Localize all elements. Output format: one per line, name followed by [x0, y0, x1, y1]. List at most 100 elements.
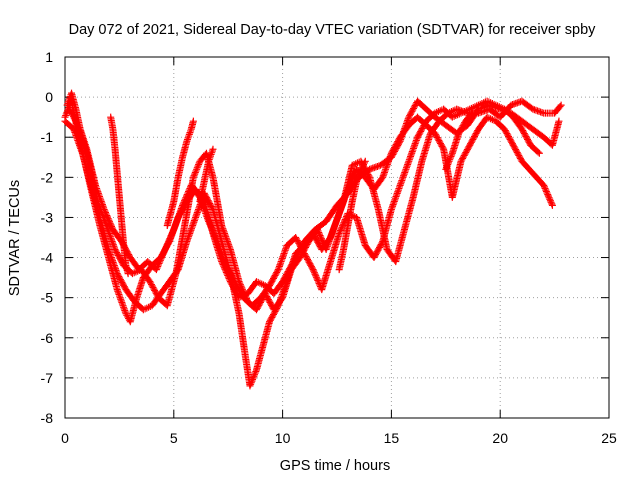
data-marker: [209, 227, 217, 235]
data-marker: [360, 159, 368, 167]
data-marker: [156, 258, 164, 266]
data-marker: [248, 377, 256, 385]
data-marker: [318, 236, 326, 244]
data-point: [455, 129, 463, 137]
data-point: [540, 181, 548, 189]
x-tick-label: 25: [601, 430, 617, 446]
data-marker: [207, 222, 215, 230]
data-point: [246, 382, 254, 390]
data-point: [63, 101, 71, 109]
data-marker: [350, 171, 358, 179]
data-marker: [314, 276, 322, 284]
data-marker: [181, 197, 189, 205]
data-marker: [252, 367, 260, 375]
data-point: [209, 145, 217, 153]
data-marker: [169, 227, 177, 235]
data-marker: [336, 228, 344, 236]
data-point: [309, 266, 317, 274]
data-marker: [160, 247, 168, 255]
x-tick-label: 5: [170, 430, 178, 446]
data-marker: [378, 175, 386, 183]
data-marker: [317, 233, 325, 241]
data-marker: [165, 236, 173, 244]
data-marker: [458, 123, 466, 131]
data-marker: [337, 225, 345, 233]
y-tick-label: -6: [41, 330, 54, 346]
data-marker: [547, 198, 555, 206]
x-tick-label: 10: [275, 430, 291, 446]
data-marker: [166, 235, 174, 243]
y-axis-label: SDTVAR / TECUs: [7, 180, 23, 296]
data-point: [189, 173, 197, 181]
data-marker: [162, 242, 170, 250]
data-marker: [166, 233, 174, 241]
y-tick-label: -8: [41, 410, 54, 426]
data-point: [468, 109, 476, 117]
x-tick-label: 20: [492, 430, 508, 446]
data-marker: [467, 110, 475, 118]
y-tick-label: -5: [41, 290, 54, 306]
data-marker: [207, 224, 215, 232]
data-marker: [157, 255, 165, 263]
data-marker: [69, 111, 77, 119]
data-marker: [206, 152, 214, 160]
data-marker: [107, 221, 115, 229]
data-marker: [102, 209, 110, 217]
data-series: [442, 109, 476, 173]
data-marker: [314, 227, 322, 235]
data-series: [63, 89, 543, 310]
data-marker: [315, 230, 323, 238]
data-marker: [251, 369, 259, 377]
data-marker: [250, 372, 258, 380]
data-marker: [209, 228, 217, 236]
data-marker: [445, 157, 453, 165]
data-marker: [546, 197, 554, 205]
data-marker: [247, 379, 255, 387]
data-point: [313, 225, 321, 233]
data-marker: [208, 204, 216, 212]
data-marker: [163, 241, 171, 249]
data-point: [189, 117, 197, 125]
data-marker: [185, 186, 193, 194]
data-marker: [103, 212, 111, 220]
data-marker: [444, 160, 452, 168]
data-marker: [249, 374, 257, 382]
data-point: [535, 149, 543, 157]
data-marker: [459, 122, 467, 130]
data-marker: [534, 148, 542, 156]
data-point: [124, 270, 132, 278]
data-marker: [356, 167, 364, 175]
data-series: [335, 157, 369, 274]
data-marker: [193, 165, 201, 173]
data-point: [179, 201, 187, 209]
data-marker: [273, 267, 281, 275]
data-marker: [446, 156, 454, 164]
data-marker: [184, 189, 192, 197]
data-points: [61, 89, 565, 390]
data-marker: [337, 226, 345, 234]
x-tick-label: 0: [61, 430, 69, 446]
data-marker: [158, 253, 166, 261]
data-marker: [183, 191, 191, 199]
data-marker: [313, 275, 321, 283]
data-marker: [315, 229, 323, 237]
data-marker: [210, 230, 218, 238]
data-marker: [194, 162, 202, 170]
y-tick-label: -4: [41, 250, 54, 266]
data-marker: [353, 176, 361, 184]
data-point: [100, 205, 108, 213]
data-marker: [159, 250, 167, 258]
data-marker: [205, 219, 213, 227]
data-marker: [66, 107, 74, 115]
data-marker: [208, 149, 216, 157]
data-marker: [542, 188, 550, 196]
data-marker: [164, 238, 172, 246]
data-marker: [446, 154, 454, 162]
data-point: [557, 101, 565, 109]
data-marker: [190, 172, 198, 180]
data-marker: [457, 125, 465, 133]
y-tick-label: -2: [41, 169, 54, 185]
data-marker: [378, 239, 386, 247]
data-marker: [448, 151, 456, 159]
